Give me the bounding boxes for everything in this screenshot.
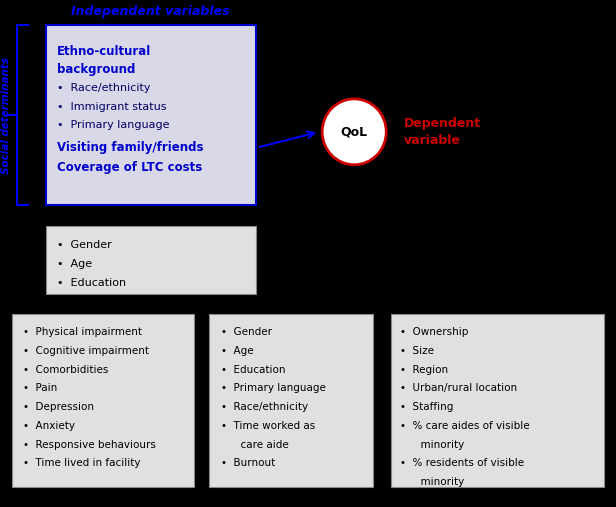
Text: •  Region: • Region — [400, 365, 448, 375]
FancyBboxPatch shape — [209, 314, 373, 487]
FancyBboxPatch shape — [46, 25, 256, 205]
Text: •  % residents of visible: • % residents of visible — [400, 458, 525, 468]
Text: •  Gender: • Gender — [221, 327, 272, 337]
Text: •  Comorbidities: • Comorbidities — [23, 365, 109, 375]
Text: •  Anxiety: • Anxiety — [23, 421, 75, 431]
Text: •  Ownership: • Ownership — [400, 327, 469, 337]
Text: •  Age: • Age — [57, 259, 92, 269]
Text: •  Education: • Education — [221, 365, 285, 375]
Text: •  Gender: • Gender — [57, 240, 112, 250]
Text: Social determinants: Social determinants — [1, 57, 11, 174]
Text: Visiting family/friends: Visiting family/friends — [57, 141, 204, 154]
Text: care aide: care aide — [234, 440, 289, 450]
Text: •  Primary language: • Primary language — [57, 121, 170, 130]
Text: background: background — [57, 63, 136, 76]
Text: •  Depression: • Depression — [23, 402, 94, 412]
Text: Coverage of LTC costs: Coverage of LTC costs — [57, 161, 203, 174]
FancyBboxPatch shape — [12, 314, 194, 487]
Text: •  % care aides of visible: • % care aides of visible — [400, 421, 530, 431]
Text: •  Primary language: • Primary language — [221, 383, 325, 393]
Text: •  Staffing: • Staffing — [400, 402, 454, 412]
Text: •  Urban/rural location: • Urban/rural location — [400, 383, 517, 393]
Text: Dependent
variable: Dependent variable — [403, 117, 480, 147]
Text: •  Physical impairment: • Physical impairment — [23, 327, 142, 337]
FancyBboxPatch shape — [46, 226, 256, 294]
Text: •  Race/ethnicity: • Race/ethnicity — [57, 83, 151, 93]
Text: minority: minority — [414, 440, 464, 450]
Text: •  Education: • Education — [57, 278, 126, 288]
Text: •  Burnout: • Burnout — [221, 458, 275, 468]
Text: •  Race/ethnicity: • Race/ethnicity — [221, 402, 307, 412]
Text: •  Cognitive impairment: • Cognitive impairment — [23, 346, 150, 356]
Text: •  Time lived in facility: • Time lived in facility — [23, 458, 141, 468]
Text: Ethno-cultural: Ethno-cultural — [57, 45, 152, 58]
Text: Independent variables: Independent variables — [71, 5, 230, 18]
FancyBboxPatch shape — [391, 314, 604, 487]
Text: •  Age: • Age — [221, 346, 253, 356]
Ellipse shape — [322, 99, 386, 165]
Text: •  Pain: • Pain — [23, 383, 58, 393]
Text: •  Responsive behaviours: • Responsive behaviours — [23, 440, 156, 450]
Text: •  Immigrant status: • Immigrant status — [57, 102, 167, 112]
Text: •  Size: • Size — [400, 346, 434, 356]
Text: minority: minority — [414, 477, 464, 487]
Text: QoL: QoL — [341, 125, 368, 138]
Text: •  Time worked as: • Time worked as — [221, 421, 315, 431]
